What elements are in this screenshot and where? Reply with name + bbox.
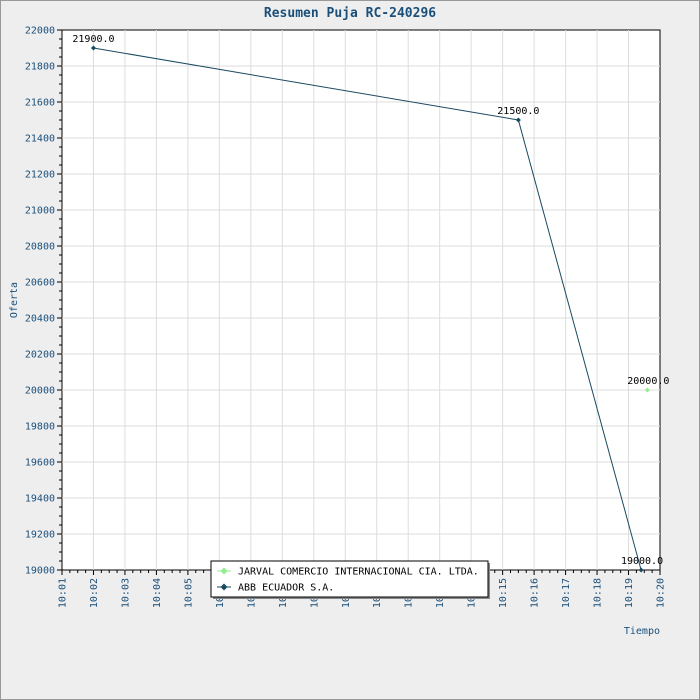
data-label: 21900.0 [72, 34, 114, 45]
x-axis-label: Tiempo [624, 626, 660, 637]
grid-lines [62, 30, 660, 570]
y-tick-label: 19200 [25, 530, 55, 541]
y-tick-label: 19400 [25, 494, 55, 505]
series-layer: 20000.0 21900.0 21500.0 19000.0 [72, 34, 669, 573]
y-tick-label: 19000 [25, 566, 55, 577]
y-tick-label: 21400 [25, 134, 55, 145]
legend-label: ABB ECUADOR S.A. [238, 583, 334, 594]
chart-title: Resumen Puja RC-240296 [264, 6, 436, 21]
plot-area [61, 29, 661, 571]
y-axis-label: Oferta [9, 282, 20, 318]
y-tick-label: 22000 [25, 26, 55, 37]
y-tick-label: 20400 [25, 314, 55, 325]
data-label: 21500.0 [497, 106, 539, 117]
y-tick-label: 20600 [25, 278, 55, 289]
legend-label: JARVAL COMERCIO INTERNACIONAL CIA. LTDA. [238, 567, 479, 578]
legend-marker [220, 583, 228, 591]
legend-box [210, 560, 489, 598]
y-tick-label: 21600 [25, 98, 55, 109]
y-tick-label: 21800 [25, 62, 55, 73]
legend: JARVAL COMERCIO INTERNACIONAL CIA. LTDA.… [210, 560, 490, 599]
x-tick-label: 10:16 [530, 578, 541, 608]
x-tick-label: 10:19 [624, 578, 635, 608]
data-label: 20000.0 [627, 376, 669, 387]
y-tick-label: 20800 [25, 242, 55, 253]
data-point [515, 117, 521, 123]
x-tick-label: 10:20 [656, 578, 667, 608]
x-tick-label: 10:18 [593, 578, 604, 608]
x-tick-label: 10:17 [561, 578, 572, 608]
y-tick-label: 21000 [25, 206, 55, 217]
y-tick-label: 19800 [25, 422, 55, 433]
y-axis: 19000 19200 19400 19600 19800 20000 20200 20400… [25, 26, 62, 577]
y-tick-label: 21200 [25, 170, 55, 181]
data-point [638, 567, 644, 573]
data-label: 19000.0 [621, 556, 663, 567]
x-tick-label: 10:01 [58, 578, 69, 608]
x-tick-label: 10:04 [152, 578, 163, 608]
legend-marker [220, 567, 228, 575]
x-tick-label: 10:02 [89, 578, 100, 608]
data-point [644, 387, 650, 393]
y-tick-label: 19600 [25, 458, 55, 469]
x-tick-label: 10:05 [183, 578, 194, 608]
x-tick-label: 10:03 [120, 578, 131, 608]
data-point [90, 45, 96, 51]
y-tick-label: 20000 [25, 386, 55, 397]
y-tick-label: 20200 [25, 350, 55, 361]
x-tick-label: 10:15 [498, 578, 509, 608]
